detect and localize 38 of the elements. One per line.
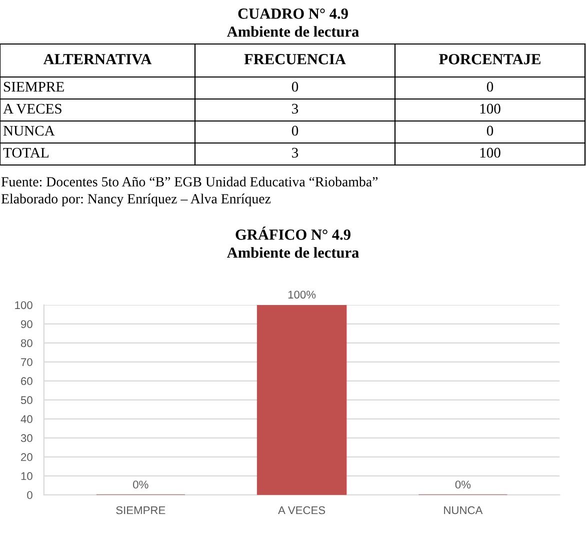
x-tick-label: NUNCA [444, 506, 483, 514]
y-tick-label: 90 [21, 320, 32, 328]
y-tick-label: 0 [27, 491, 32, 500]
text: 100 [480, 148, 500, 158]
text: PORCENTAJE [439, 54, 540, 64]
text: SIEMPRE [4, 82, 64, 92]
text: 100 [480, 104, 500, 114]
y-tick-label: 50 [20, 396, 32, 404]
data-label: 0% [455, 480, 471, 489]
y-tick-label: 40 [20, 415, 32, 424]
text: A VECES [3, 104, 62, 114]
text: Elaborado por: Nancy Enríquez – Alva Enríquez [1, 194, 271, 206]
y-tick-label: 10 [21, 472, 32, 480]
text: 0 [292, 126, 298, 136]
text: NUNCA [3, 126, 55, 136]
x-tick-label: SIEMPRE [116, 506, 166, 514]
text: 0 [486, 126, 494, 136]
data-label: 100% [288, 290, 316, 299]
x-tick-label: A VECES [278, 506, 326, 514]
text: Ambiente de lectura [226, 26, 359, 37]
source-note: Fuente: Docentes 5to Año “B” EGB Unidad Educativa “Riobamba” [1, 176, 378, 187]
data-label: 0% [133, 480, 148, 489]
text: CUADRO N° 4.9 [238, 8, 348, 19]
text: 0 [486, 82, 494, 92]
chart-title: GRÁFICO N° 4.9 [236, 226, 350, 240]
text: 3 [292, 148, 298, 158]
y-tick-label: 100 [15, 301, 32, 310]
text: 3 [292, 104, 298, 114]
text: FRECUENCIA [244, 54, 346, 64]
text: 0 [292, 82, 298, 92]
text: TOTAL [3, 148, 48, 158]
y-tick-label: 70 [21, 358, 32, 366]
y-tick-label: 30 [20, 434, 32, 442]
y-tick-label: 20 [21, 453, 32, 462]
text: ALTERNATIVA [43, 54, 152, 64]
y-tick-label: 60 [21, 377, 32, 386]
y-tick-label: 80 [20, 339, 32, 348]
chart-subtitle: Ambiente de lectura [226, 247, 359, 258]
